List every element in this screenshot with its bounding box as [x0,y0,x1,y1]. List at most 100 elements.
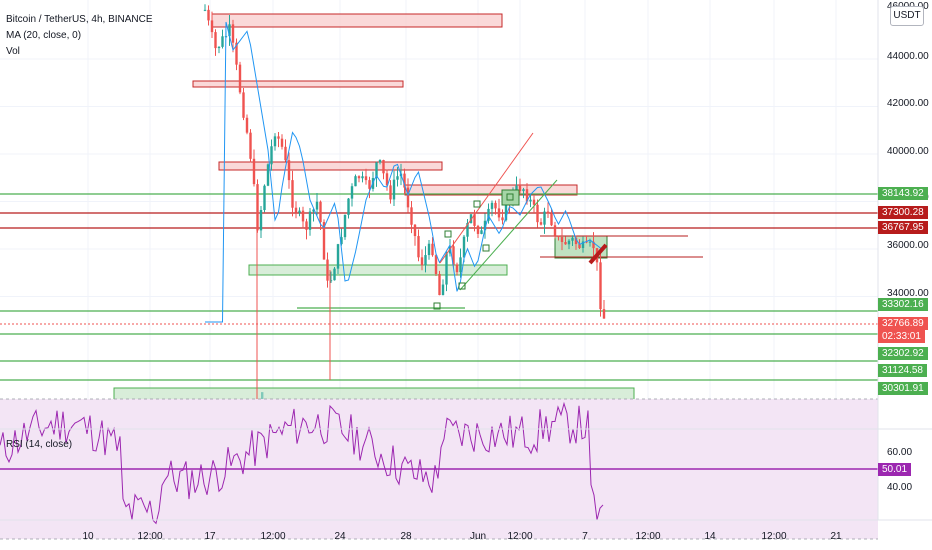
candle [525,189,529,202]
candle [319,201,322,223]
candle [420,257,424,266]
price-label: 40000.00 [887,146,929,157]
candle [459,257,462,273]
point-marker [506,193,514,201]
candle [382,159,385,174]
symbol-legend[interactable]: Bitcoin / TetherUS, 4h, BINANCE [6,14,153,25]
ma-line [205,21,605,323]
candle [487,208,490,221]
candle [273,136,277,147]
candle [473,214,476,226]
candle [417,236,420,258]
candle [438,273,441,296]
candle [413,224,417,237]
candle [263,185,266,211]
point-marker [473,200,481,208]
candle [336,244,340,269]
candle [396,176,399,180]
trend-line [459,179,558,291]
candle [539,222,543,225]
candle [427,243,431,256]
time-label: 12:00 [137,531,163,542]
candle [431,243,434,256]
candle [494,202,497,209]
candle [490,202,494,209]
candle [308,211,312,230]
candle [322,222,326,260]
candle [235,42,238,65]
time-label: 12:00 [260,531,286,542]
price-label: 42000.00 [887,98,929,109]
candle [238,64,242,93]
candle [441,284,445,296]
level-tag-38143: 38143.92 [878,187,928,200]
rsi-legend[interactable]: RSI (14, close) [6,439,73,450]
resistance-zone [192,80,404,88]
candle [259,210,263,231]
candle [312,209,315,212]
chart-grid [0,0,878,520]
candle [277,136,280,139]
candle [340,237,343,245]
candle [522,189,525,192]
candle [270,146,273,165]
candle [452,246,455,265]
time-label: 21 [830,531,842,542]
candle [504,201,508,221]
rsi-value-tag: 50.01 [878,463,912,476]
time-label: 28 [400,531,412,542]
level-tag-30301: 30301.91 [878,382,928,395]
resistance-zone [211,13,503,28]
candle [462,236,466,258]
candle [375,162,378,179]
rsi-label-upper: 60.00 [887,447,913,458]
candle [385,173,389,186]
time-label: 17 [204,531,216,542]
candle [469,214,473,223]
candle [228,24,231,37]
candle [546,211,550,214]
ma-legend[interactable]: MA (20, close, 0) [6,30,82,41]
currency-button[interactable]: USDT [890,6,924,26]
candle [280,138,284,147]
time-label: Jun [469,531,487,542]
candle [301,210,305,222]
candle [574,237,578,245]
pattern-box [501,189,520,206]
candle [210,20,214,33]
point-marker [433,302,441,310]
candle [424,255,427,266]
candle [347,198,350,215]
candle [350,186,354,199]
time-label: 24 [334,531,346,542]
candle [476,225,480,234]
candle [571,237,574,241]
point-marker [482,244,490,252]
support-zone [248,264,508,276]
candle [567,240,571,245]
candle [434,255,438,274]
candle [221,36,224,47]
price-zones [113,13,635,403]
price-label: 34000.00 [887,288,929,299]
candle [518,185,522,192]
candlesticks [203,4,606,400]
trend-drawings [433,132,608,310]
candle [536,204,539,223]
candle [480,230,483,234]
candle [294,207,298,213]
candle [529,199,532,202]
time-label: 14 [704,531,716,542]
rsi-pane [0,398,878,540]
candle [203,9,207,11]
candle [354,176,357,187]
candle [445,253,448,285]
countdown-tag: 02:33:01 [878,330,925,343]
point-marker [458,282,466,290]
volume-legend[interactable]: Vol [6,46,20,57]
candle [550,213,553,226]
level-tag-36767: 36767.95 [878,221,928,234]
candle [602,309,606,319]
